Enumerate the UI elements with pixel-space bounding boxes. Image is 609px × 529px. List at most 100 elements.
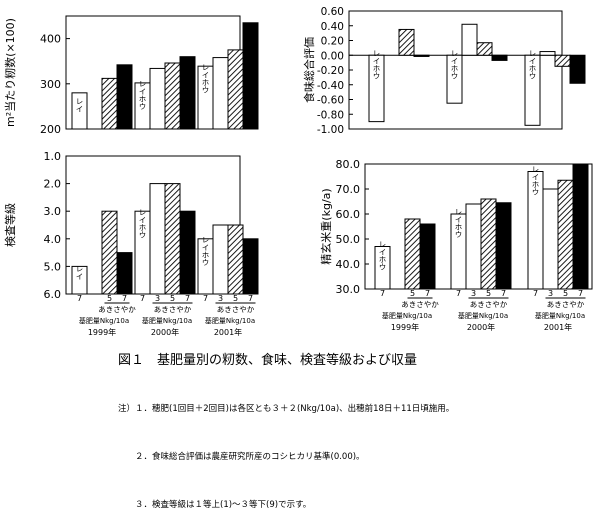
grade-reihou-label: レイホウ: [138, 208, 147, 238]
yield-akisayaka-label: あきさやか: [547, 300, 585, 309]
yield-fert-label: 基肥量Nkg/10a: [458, 311, 508, 320]
yield-level-label: 7: [380, 289, 385, 298]
grade-level-label: 7: [203, 294, 208, 303]
yield-level-label: 7: [533, 289, 538, 298]
yield-level-label: 3: [471, 289, 476, 298]
grade-year-label: 2000年: [151, 327, 179, 337]
grains-reihou-label: レイホウ: [138, 80, 147, 110]
yield-bar-aki7-1: [495, 202, 512, 290]
yield-level-label: 7: [425, 289, 430, 298]
taste-bar-reihou-0: [368, 54, 385, 123]
yield-akisayaka-label: あきさやか: [470, 300, 508, 309]
grains-y-axis-label: m²当たり籾数(×100): [3, 18, 17, 127]
yield-ytick-label: 30.0: [336, 283, 361, 296]
taste-bar-reihou-2: [524, 54, 541, 126]
taste-ytick-label: -0.40: [317, 80, 344, 92]
grade-level-label: 7: [122, 294, 127, 303]
note-3: ３．検査等級は１等上(1)～３等下(9)で示す。: [118, 500, 312, 510]
grade-level-label: 5: [170, 294, 175, 303]
grains-bar-aki7-2: [242, 22, 259, 130]
taste-ytick-label: -0.80: [317, 109, 344, 121]
grains-ytick-label: 300: [40, 78, 61, 91]
grade-year-label: 2001年: [214, 327, 242, 337]
yield-y-axis-label: 精玄米重(kg/a): [319, 188, 333, 264]
grains-bar-aki5-1: [164, 62, 181, 130]
taste-ytick-label: -0.20: [317, 65, 344, 77]
grains-bar-aki5-2: [227, 49, 244, 130]
panel-taste: 0.60 0.40 0.20 0.00 -0.20 -0.40 -0.60 -0.80 -1.0…: [302, 6, 586, 136]
grains-reihou-label: レイホウ: [201, 63, 210, 93]
yield-bar-aki5-1: [480, 198, 497, 290]
grade-level-label: 3: [155, 294, 160, 303]
yield-level-label: 7: [456, 289, 461, 298]
grade-bar-aki3-1: [149, 183, 166, 295]
grade-ytick-label: 1.0: [44, 150, 62, 163]
grade-ytick-label: 2.0: [44, 178, 62, 191]
yield-reihou-label: レイホウ: [454, 208, 463, 238]
grade-ytick-label: 5.0: [44, 260, 62, 273]
taste-reihou-label: レイホウ: [528, 49, 537, 79]
grade-bar-aki5-0: [101, 210, 118, 295]
grade-akisayaka-label: あきさやか: [98, 305, 136, 314]
taste-bar-aki3-1: [461, 23, 478, 56]
grade-bar-aki7-1: [179, 210, 196, 295]
grains-bar-aki3-1: [149, 67, 166, 130]
grade-fert-label: 基肥量Nkg/10a: [205, 316, 255, 325]
grade-reihou-label: レイ: [75, 265, 84, 280]
yield-level-label: 7: [578, 289, 583, 298]
grade-fert-label: 基肥量Nkg/10a: [142, 316, 192, 325]
grade-akisayaka-label: あきさやか: [217, 305, 255, 314]
taste-ytick-label: 0.00: [321, 50, 344, 62]
yield-bar-aki5-2: [557, 179, 574, 290]
yield-level-label: 3: [548, 289, 553, 298]
taste-bar-aki5-1: [476, 42, 493, 56]
grade-akisayaka-label: あきさやか: [154, 305, 192, 314]
yield-fert-label: 基肥量Nkg/10a: [535, 311, 585, 320]
yield-reihou-label: レイホウ: [531, 166, 540, 196]
grade-level-label: 7: [185, 294, 190, 303]
grade-ytick-label: 6.0: [44, 288, 62, 301]
yield-ytick-label: 50.0: [336, 233, 361, 246]
yield-year-label: 2001年: [544, 322, 572, 332]
yield-year-label: 2000年: [467, 322, 495, 332]
taste-ytick-label: -1.00: [317, 124, 344, 136]
taste-ytick-label: 0.60: [321, 6, 344, 18]
grade-level-label: 3: [218, 294, 223, 303]
yield-ytick-label: 70.0: [336, 183, 361, 196]
taste-ytick-label: 0.20: [321, 36, 344, 48]
taste-bar-aki5-0: [398, 28, 415, 56]
grade-fert-label: 基肥量Nkg/10a: [79, 316, 129, 325]
yield-bar-aki7-0: [419, 223, 436, 290]
grains-reihou-label: レイ: [75, 97, 84, 112]
grade-level-label: 5: [107, 294, 112, 303]
grade-y-axis-label: 検査等級: [3, 203, 17, 247]
grains-ytick-label: 200: [40, 123, 61, 136]
yield-bar-aki3-2: [542, 188, 559, 290]
yield-akisayaka-label: あきさやか: [401, 300, 439, 309]
yield-bar-aki5-0: [404, 218, 421, 290]
grade-bar-aki5-2: [227, 224, 244, 295]
grade-bar-aki3-2: [212, 224, 229, 295]
grains-bar-reihou-0: [71, 92, 88, 130]
taste-bar-aki7-1: [491, 54, 508, 61]
taste-y-axis-label: 食味総合評価: [302, 37, 316, 103]
grade-year-label: 1999年: [88, 327, 116, 337]
taste-ytick-label: -0.60: [317, 95, 344, 107]
grade-ytick-label: 3.0: [44, 205, 62, 218]
grains-bar-aki5-0: [101, 77, 118, 130]
grade-level-label: 5: [233, 294, 238, 303]
taste-reihou-label: レイホウ: [450, 49, 459, 79]
grains-bar-aki7-1: [179, 56, 196, 130]
grade-bar-aki7-0: [116, 252, 133, 295]
grade-reihou-label: レイホウ: [201, 236, 210, 266]
taste-reihou-label: レイホウ: [372, 49, 381, 79]
yield-level-label: 5: [410, 289, 415, 298]
taste-bar-aki7-2: [569, 54, 586, 84]
yield-ytick-label: 60.0: [336, 208, 361, 221]
grade-ytick-label: 4.0: [44, 233, 62, 246]
grains-ytick-label: 400: [40, 33, 61, 46]
